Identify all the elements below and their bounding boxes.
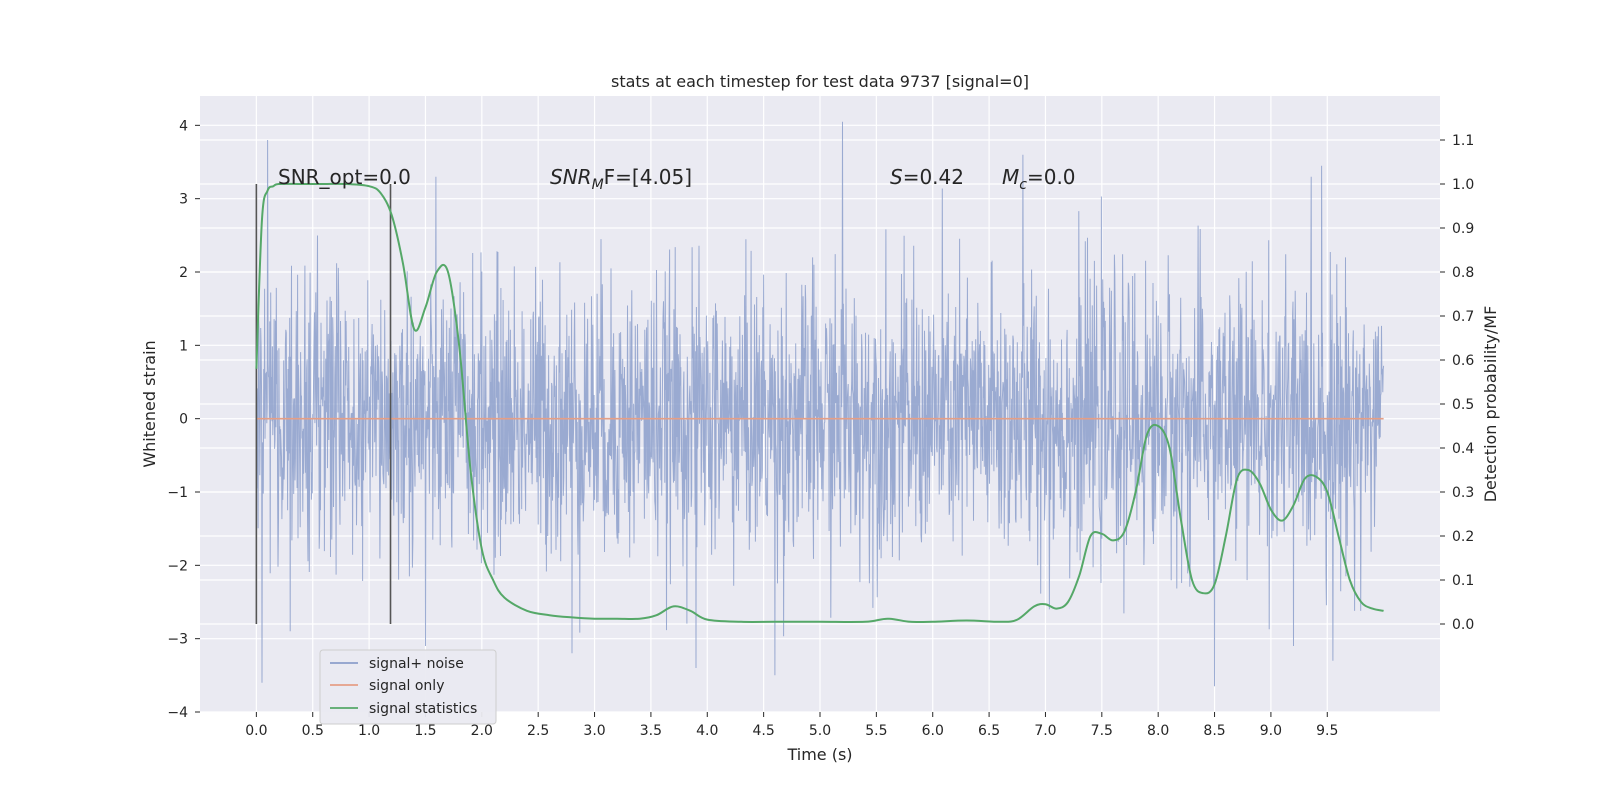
y-left-tick-label: 4 bbox=[179, 118, 188, 134]
y-right-tick-label: 0.6 bbox=[1452, 353, 1474, 369]
y-right-tick-label: 0.7 bbox=[1452, 309, 1474, 325]
y-left-tick-label: −2 bbox=[167, 558, 188, 574]
x-tick-label: 0.5 bbox=[302, 723, 324, 739]
x-tick-label: 8.0 bbox=[1147, 723, 1169, 739]
y-right-tick-label: 1.0 bbox=[1452, 177, 1474, 193]
signal-statistics-line bbox=[255, 182, 1384, 624]
y-right-tick-label: 0.8 bbox=[1452, 265, 1474, 281]
y-axis-right-label: Detection probability/MF bbox=[1481, 306, 1500, 503]
x-tick-label: 3.0 bbox=[583, 723, 605, 739]
signal-noise-line bbox=[255, 121, 1385, 687]
legend-label-signal-only: signal only bbox=[369, 678, 444, 694]
legend-box bbox=[319, 649, 497, 725]
x-tick-label: 2.0 bbox=[471, 723, 493, 739]
legend-label-signal-statistics: signal statistics bbox=[369, 701, 477, 717]
annotation-s: S=0.42 bbox=[890, 165, 964, 189]
x-tick-label: 1.0 bbox=[358, 723, 380, 739]
y-left-tick-label: 2 bbox=[179, 265, 188, 281]
x-tick-label: 5.5 bbox=[865, 723, 887, 739]
y-axis-left-ticks: −4 −3 −2 −1 0 1 2 3 4 bbox=[167, 118, 200, 721]
x-tick-label: 9.5 bbox=[1316, 723, 1338, 739]
y-right-tick-label: 0.1 bbox=[1452, 573, 1474, 589]
x-tick-label: 8.5 bbox=[1203, 723, 1225, 739]
x-tick-label: 7.5 bbox=[1091, 723, 1113, 739]
y-axis-right-ticks: 0.0 0.1 0.2 0.3 0.4 0.5 0.6 0.7 0.8 0.9 1.0 1.1 bbox=[1440, 133, 1474, 633]
x-tick-label: 0.0 bbox=[245, 723, 267, 739]
y-right-tick-label: 0.9 bbox=[1452, 221, 1474, 237]
legend: signal+ noise signal only signal statist… bbox=[319, 649, 497, 725]
y-right-tick-label: 0.0 bbox=[1452, 617, 1474, 633]
y-right-tick-label: 0.4 bbox=[1452, 441, 1474, 457]
x-axis-ticks: 0.0 0.5 1.0 1.5 2.0 2.5 3.0 3.5 4.0 4.5 5.0 5.5 6.0 6… bbox=[245, 712, 1338, 739]
annotation-snr-mf: SNRMF=[4.05] bbox=[550, 165, 692, 193]
x-tick-label: 1.5 bbox=[414, 723, 436, 739]
x-tick-label: 6.0 bbox=[922, 723, 944, 739]
y-left-tick-label: 1 bbox=[179, 338, 188, 354]
x-tick-label: 3.5 bbox=[640, 723, 662, 739]
y-left-tick-label: 3 bbox=[179, 192, 188, 208]
y-axis-left-label: Whitened strain bbox=[140, 340, 159, 467]
y-right-tick-label: 0.2 bbox=[1452, 529, 1474, 545]
x-tick-label: 9.0 bbox=[1260, 723, 1282, 739]
annotation-mc: Mc=0.0 bbox=[1002, 165, 1076, 193]
signal-statistics-series bbox=[255, 182, 1384, 624]
y-right-tick-label: 0.3 bbox=[1452, 485, 1474, 501]
legend-label-signal-noise: signal+ noise bbox=[369, 656, 464, 672]
x-tick-label: 2.5 bbox=[527, 723, 549, 739]
chart-title: stats at each timestep for test data 973… bbox=[611, 72, 1029, 91]
y-left-tick-label: −1 bbox=[167, 485, 188, 501]
y-right-tick-label: 1.1 bbox=[1452, 133, 1474, 149]
y-right-tick-label: 0.5 bbox=[1452, 397, 1474, 413]
x-tick-label: 6.5 bbox=[978, 723, 1000, 739]
annotation-snr-opt: SNR_opt=0.0 bbox=[278, 165, 411, 189]
x-tick-label: 5.0 bbox=[809, 723, 831, 739]
y-left-tick-label: −3 bbox=[167, 632, 188, 648]
y-left-tick-label: 0 bbox=[179, 412, 188, 428]
x-tick-label: 4.5 bbox=[753, 723, 775, 739]
x-axis-label: Time (s) bbox=[786, 745, 852, 764]
window-marker-lines bbox=[255, 184, 392, 624]
signal-noise-series bbox=[255, 121, 1385, 687]
y-left-tick-label: −4 bbox=[167, 705, 188, 721]
x-tick-label: 4.0 bbox=[696, 723, 718, 739]
x-tick-label: 7.0 bbox=[1034, 723, 1056, 739]
